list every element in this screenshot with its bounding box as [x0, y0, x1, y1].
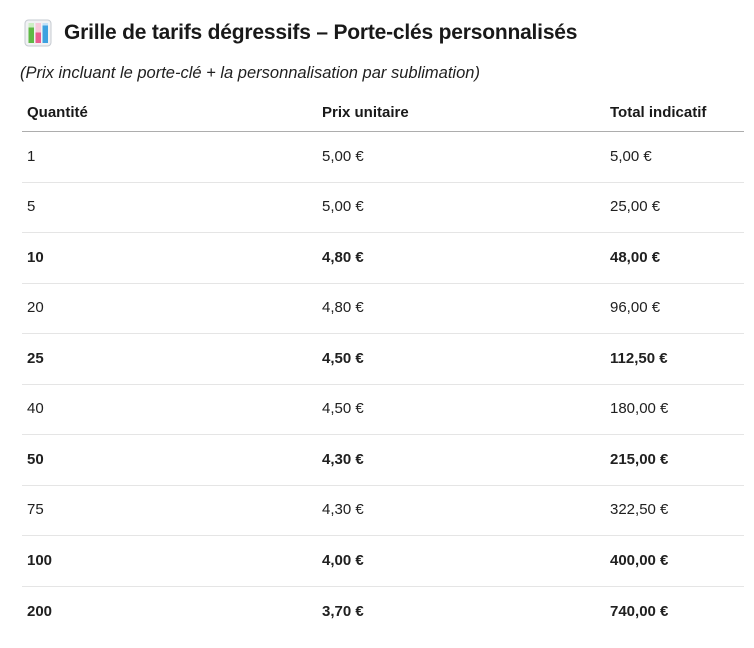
- cell-total: 48,00 €: [610, 248, 661, 266]
- cell-total: 322,50 €: [610, 501, 669, 519]
- cell-quantity: 5: [27, 198, 36, 216]
- column-header-total: Total indicatif: [610, 104, 707, 121]
- cell-quantity: 50: [27, 450, 44, 468]
- page-title: Grille de tarifs dégressifs – Porte-clés…: [64, 21, 578, 44]
- cell-unit-price: 3,70 €: [322, 602, 364, 620]
- cell-unit-price: 4,50 €: [322, 349, 364, 367]
- cell-unit-price: 5,00 €: [322, 198, 364, 216]
- cell-quantity: 200: [27, 602, 53, 620]
- table-row: 50 4,30 € 215,00 €: [22, 435, 744, 486]
- page-title-row: Grille de tarifs dégressifs – Porte-clés…: [24, 18, 754, 48]
- table-row: 5 5,00 € 25,00 €: [22, 183, 744, 233]
- table-row: 1 5,00 € 5,00 €: [22, 132, 744, 183]
- page-subtitle: (Prix incluant le porte-clé + la personn…: [20, 64, 480, 82]
- cell-total: 112,50 €: [610, 349, 668, 367]
- cell-quantity: 100: [27, 551, 53, 569]
- cell-total: 400,00 €: [610, 551, 669, 569]
- cell-total: 96,00 €: [610, 299, 661, 317]
- cell-unit-price: 4,30 €: [322, 501, 364, 519]
- cell-quantity: 40: [27, 400, 44, 418]
- cell-unit-price: 4,50 €: [322, 400, 364, 418]
- cell-total: 215,00 €: [610, 450, 669, 468]
- cell-unit-price: 4,80 €: [322, 248, 364, 266]
- table-row: 40 4,50 € 180,00 €: [22, 385, 744, 435]
- cell-unit-price: 5,00 €: [322, 147, 364, 165]
- cell-total: 25,00 €: [610, 198, 661, 216]
- cell-quantity: 75: [27, 501, 44, 519]
- pricing-table: Quantité Prix unitaire Total indicatif 1…: [22, 101, 744, 637]
- cell-total: 740,00 €: [610, 602, 669, 620]
- column-header-unit-price: Prix unitaire: [322, 104, 409, 121]
- cell-total: 5,00 €: [610, 147, 652, 165]
- cell-quantity: 1: [27, 147, 36, 165]
- table-row: 100 4,00 € 400,00 €: [22, 536, 744, 587]
- cell-unit-price: 4,30 €: [322, 450, 364, 468]
- table-header: Quantité Prix unitaire Total indicatif: [22, 101, 744, 132]
- bar-chart-emoji-icon: [24, 19, 52, 47]
- cell-total: 180,00 €: [610, 400, 669, 418]
- table-row: 200 3,70 € 740,00 €: [22, 587, 744, 638]
- column-header-quantity: Quantité: [27, 104, 88, 121]
- cell-unit-price: 4,80 €: [322, 299, 364, 317]
- cell-unit-price: 4,00 €: [322, 551, 364, 569]
- table-row: 10 4,80 € 48,00 €: [22, 233, 744, 284]
- document: Grille de tarifs dégressifs – Porte-clés…: [0, 18, 754, 648]
- cell-quantity: 10: [27, 248, 44, 266]
- table-row: 75 4,30 € 322,50 €: [22, 486, 744, 536]
- table-row: 20 4,80 € 96,00 €: [22, 284, 744, 334]
- cell-quantity: 20: [27, 299, 44, 317]
- table-row: 25 4,50 € 112,50 €: [22, 334, 744, 385]
- cell-quantity: 25: [27, 349, 44, 367]
